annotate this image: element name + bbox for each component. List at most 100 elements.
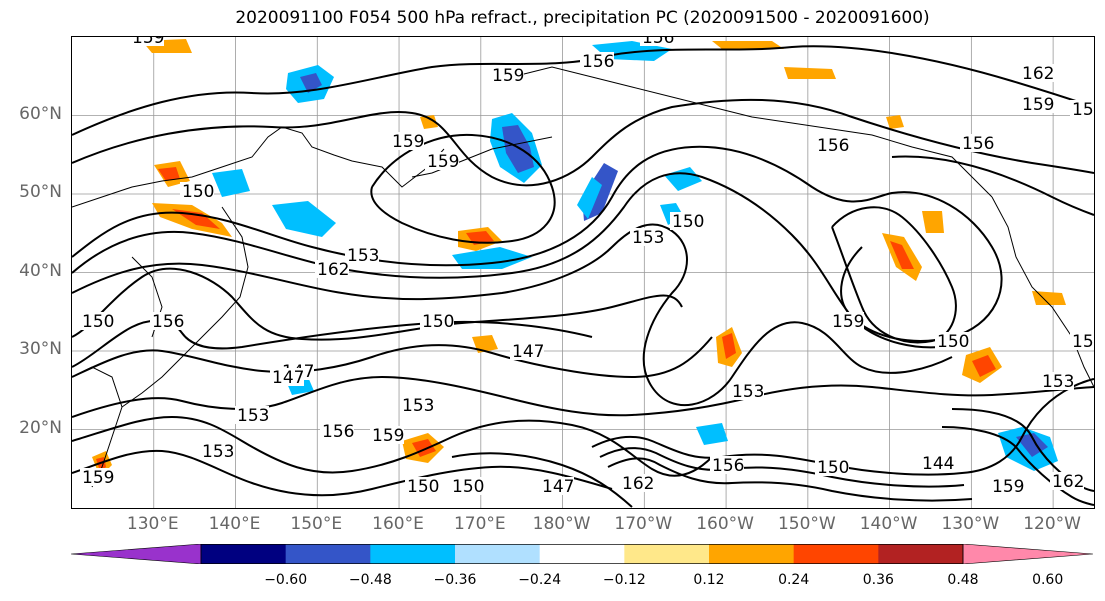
lat-label: 30°N [19,339,62,359]
contour-label-bg [670,212,704,230]
contour-line [591,378,1094,476]
contour-label-bg [1020,95,1054,113]
contour-label-bg [710,456,744,474]
contour-label: 156 [642,37,674,48]
contour-label-bg [935,332,969,350]
lat-label: 40°N [19,260,62,281]
lon-label: 170°E [453,514,506,534]
contour-label-bg [235,406,269,424]
contour-label: 162 [317,260,349,280]
height-contours [72,45,1094,508]
contour-label-bg [960,134,994,152]
colorbar-segment [539,544,625,564]
colorbar-segment [285,544,371,564]
colorbar-segment [709,544,795,564]
colorbar-segment [624,544,710,564]
neg-precip-patch [300,73,322,93]
contour-label: 156 [712,456,744,476]
japan-coast [121,206,249,408]
contour-label-bg [815,458,849,476]
contour-label: 159 [132,37,164,48]
colorbar-segment [455,544,541,564]
colorbar-tick-label: −0.24 [518,572,562,588]
colorbar-tick-label: −0.36 [433,572,477,588]
contour-label: 144 [922,454,954,474]
contour-label: 159 [992,477,1024,497]
map-panel: 159 156 156 159 162 159 156 159 159 150 153 162 153 1… [71,36,1095,509]
contour-label: 159 [1072,100,1094,120]
contour-label: 150 [452,477,484,497]
contour-label: 150 [817,458,849,478]
contour-label-bg [1040,372,1074,390]
lon-label: 120°W [1023,514,1081,534]
contour-line [72,449,613,497]
contour-line [831,206,957,344]
colorbar-tick-label: −0.48 [348,572,392,588]
contour-label-bg [200,442,234,460]
colorbar-outline [200,544,964,564]
pos-precip-patch [890,241,914,269]
colorbar-tick-label: −0.60 [264,572,308,588]
contour-label: 156 [152,312,184,332]
pos-precip-patch [886,115,904,129]
neg-precip-patch [452,247,532,269]
contour-labels: 159 156 156 159 162 159 156 159 159 150 153 162 153 1… [80,37,1094,497]
contour-label: 150 [937,332,969,352]
colorbar-tick-label: 0.60 [1032,572,1064,588]
graticule [72,37,1094,508]
colorbar-extend-low [71,544,202,564]
contour-label: 156 [322,422,354,442]
contour-label: 159 [492,66,524,86]
contour-label-bg [130,37,164,46]
lon-label: 130°W [941,514,1000,534]
colorbar-segment [878,544,964,564]
contour-label-bg [390,132,424,150]
contour-label: 150 [407,477,439,497]
contour-label: 153 [1072,332,1094,352]
contour-line [72,375,1094,418]
lon-label: 150°W [777,514,836,534]
lon-label: 140°E [208,514,261,534]
lat-label: 50°N [19,182,62,202]
pos-precip-patch [972,355,996,377]
contour-line [72,223,953,406]
colorbar-segment [793,544,879,564]
neg-precip-patch [502,125,534,173]
colorbar-segment [201,544,287,564]
contour-label: 153 [202,442,234,462]
contour-label-bg [920,454,954,472]
alaska-coast [511,66,993,198]
coastlines [72,66,1094,488]
precipitation-shading [92,39,1066,477]
contour-label: 147 [512,342,544,362]
contour-label: 159 [392,132,424,152]
contour-label-bg [450,477,484,495]
contour-label-bg [630,228,664,246]
contour-label: 159 [1022,95,1054,115]
contour-label: 162 [1022,64,1054,84]
contour-line [951,408,1094,492]
lon-label: 140°W [859,514,918,534]
contour-label: 153 [732,382,764,402]
contour-label: 159 [832,312,864,332]
contour-label-bg [490,66,524,84]
contour-label: 147 [542,477,574,497]
north-america-coast [991,196,1094,388]
contour-label-bg [540,477,574,495]
lon-label: 180°W [532,514,591,534]
neg-precip-patch [664,167,702,191]
aleutians [411,136,553,178]
contour-label-bg [370,426,404,444]
contour-label-bg [1070,332,1094,350]
map-canvas: 159 156 156 159 162 159 156 159 159 150 153 162 153 1… [72,37,1094,508]
lon-label: 150°E [290,514,343,534]
contour-line [891,155,1094,216]
contour-label-bg [580,52,614,70]
contour-label: 159 [82,468,114,488]
contour-label-bg [345,246,379,264]
colorbar-tick-label: 0.12 [693,572,725,588]
contour-label-bg [730,382,764,400]
neg-precip-patch [212,169,250,197]
contour-label-bg [1050,472,1084,490]
contour-line [599,447,965,488]
